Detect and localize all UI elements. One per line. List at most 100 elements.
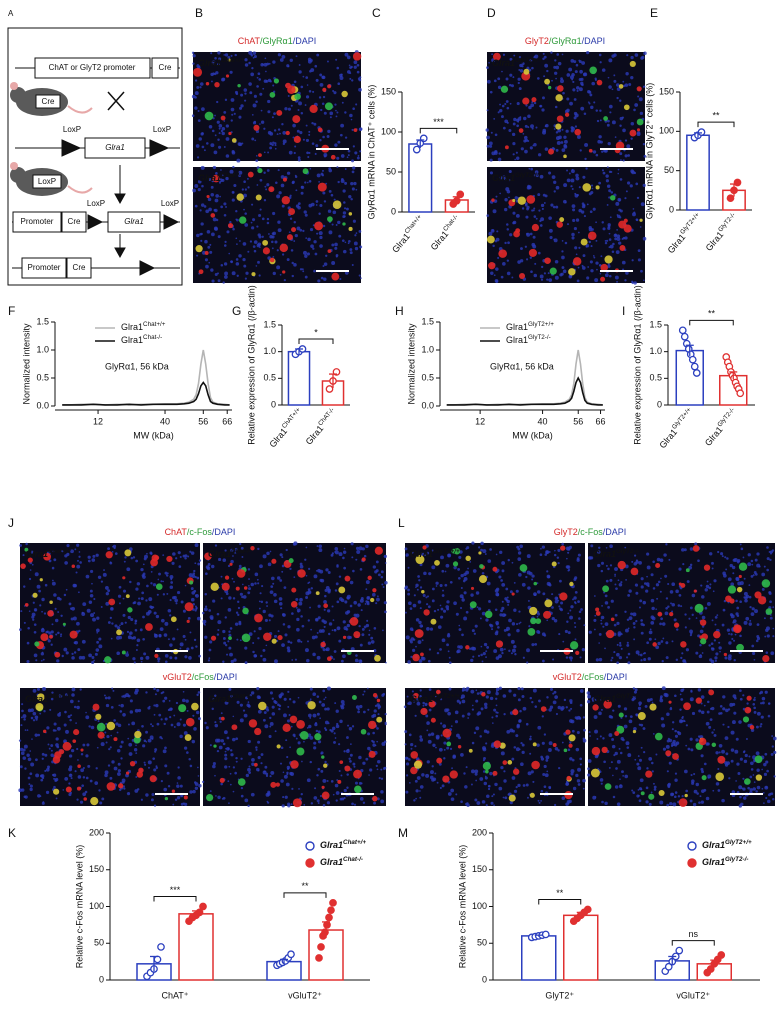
nucleus (258, 213, 262, 218)
nucleus (597, 550, 601, 554)
nucleus (91, 558, 96, 562)
nucleus (616, 759, 621, 764)
cell (290, 600, 298, 608)
nucleus (463, 772, 466, 775)
nucleus (342, 211, 347, 215)
nucleus (449, 747, 453, 750)
genotype-label: Glra1GlyT2-/- (506, 334, 551, 345)
nucleus (576, 135, 581, 139)
nucleus (515, 734, 519, 738)
nucleus (588, 102, 591, 105)
cell (279, 243, 289, 253)
nucleus (678, 567, 682, 571)
nucleus (253, 54, 257, 59)
stain-name: /DAPI (582, 36, 606, 46)
nucleus (81, 639, 86, 644)
nucleus (267, 562, 272, 567)
nucleus (521, 750, 525, 754)
cell (457, 745, 462, 749)
nucleus (283, 279, 286, 282)
nucleus (69, 699, 74, 704)
nucleus (268, 619, 271, 622)
nucleus (34, 715, 39, 720)
nucleus (264, 618, 268, 622)
nucleus (351, 725, 355, 728)
nucleus (631, 259, 634, 262)
cell (485, 769, 489, 774)
nucleus (193, 589, 197, 593)
nucleus (599, 119, 602, 122)
nucleus (99, 801, 103, 805)
cell (290, 760, 299, 769)
nucleus (293, 221, 297, 224)
nucleus (619, 641, 622, 645)
nucleus (700, 702, 703, 705)
nucleus (112, 545, 114, 548)
nucleus (352, 219, 356, 223)
nucleus (444, 570, 447, 573)
nucleus (429, 775, 434, 780)
nucleus (589, 556, 594, 560)
nucleus (440, 615, 444, 619)
nucleus (589, 260, 593, 264)
nucleus (229, 652, 233, 657)
nucleus (539, 224, 543, 227)
nucleus (527, 184, 531, 188)
nucleus (743, 620, 748, 625)
gene-box (84, 137, 146, 159)
nucleus (194, 575, 197, 579)
nucleus (525, 722, 529, 726)
nucleus (233, 183, 237, 188)
nucleus (374, 744, 377, 747)
nucleus (560, 79, 564, 84)
nucleus (334, 783, 339, 788)
nucleus (273, 634, 278, 638)
nucleus (735, 599, 738, 603)
cell (332, 200, 342, 210)
nucleus (510, 652, 513, 655)
nucleus (232, 715, 235, 718)
nucleus (570, 605, 574, 609)
nucleus (123, 787, 126, 790)
nucleus (598, 642, 600, 644)
nucleus (164, 746, 167, 750)
cell (512, 709, 519, 716)
nucleus (220, 597, 223, 600)
cell (449, 770, 458, 779)
nucleus (216, 612, 220, 616)
nucleus (300, 112, 304, 115)
nucleus (541, 207, 544, 210)
nucleus (731, 565, 736, 570)
nucleus (718, 646, 722, 650)
x-axis-label: MW (kDa) (512, 430, 553, 440)
nucleus (196, 156, 200, 159)
cell (220, 115, 226, 121)
nucleus (47, 767, 50, 770)
nucleus (205, 726, 209, 730)
nucleus (431, 549, 434, 552)
nucleus (104, 773, 108, 778)
nucleus (189, 764, 193, 768)
nucleus (40, 778, 44, 782)
nucleus (612, 795, 616, 799)
cell (255, 194, 262, 201)
nucleus (150, 798, 154, 802)
nucleus (625, 656, 629, 659)
nucleus (315, 569, 318, 572)
nucleus (497, 626, 500, 629)
panel-letter: J (8, 516, 14, 530)
nucleus (758, 565, 761, 568)
nucleus (271, 240, 274, 244)
x-tick-label: ChAT⁺ (161, 990, 188, 1000)
nucleus (671, 602, 675, 607)
nucleus (154, 748, 158, 752)
nucleus (520, 687, 524, 691)
nucleus (141, 724, 144, 728)
nucleus (726, 557, 729, 560)
cell (271, 638, 277, 644)
loxp-text: LoxP (63, 125, 81, 134)
nucleus (518, 572, 522, 577)
nucleus (638, 701, 642, 705)
nucleus (214, 198, 219, 203)
nucleus (350, 181, 354, 186)
